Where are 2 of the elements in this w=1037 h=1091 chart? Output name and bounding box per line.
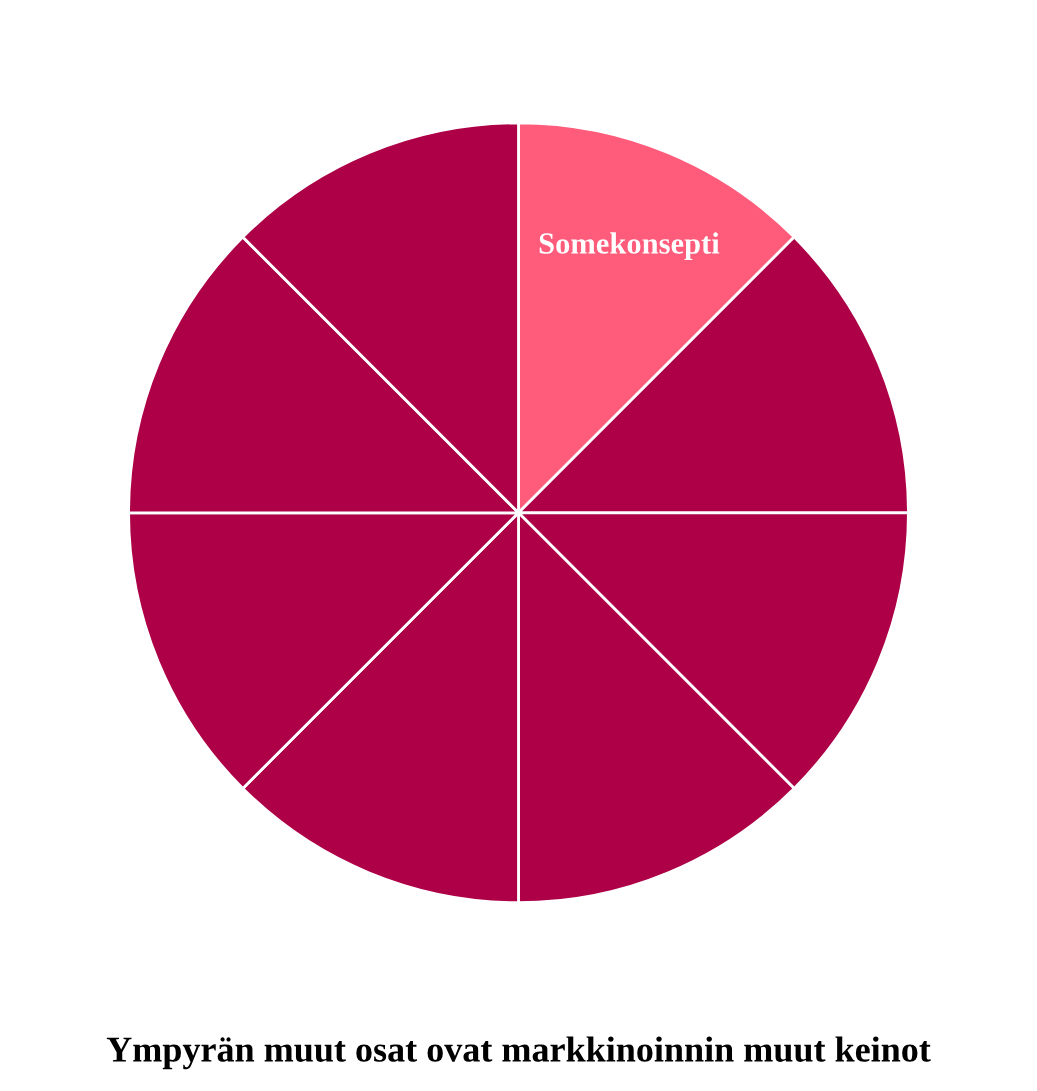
text: Ympyrän muut osat ovat markkinoinnin muut keinot [106, 1036, 931, 1070]
slice-label: Somekonsepti [539, 232, 720, 261]
